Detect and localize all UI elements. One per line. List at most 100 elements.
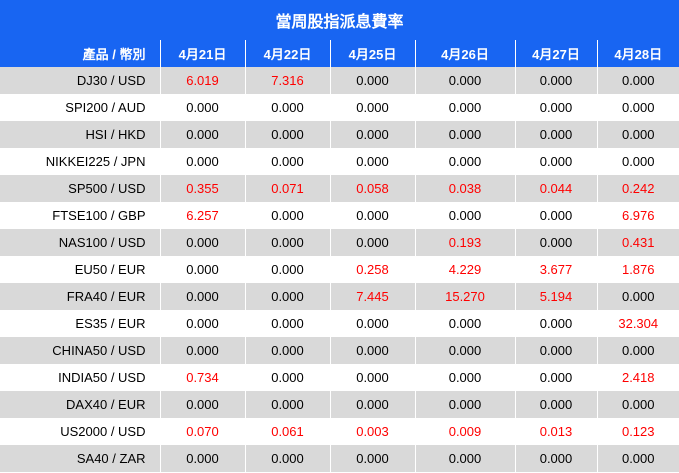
rate-cell: 0.000 [244,256,330,283]
rate-cell: 0.258 [329,256,415,283]
table-row: NAS100 / USD 0.000 0.000 0.000 0.193 0.000 0.4… [0,229,679,256]
rate-cell: 0.038 [414,175,515,202]
product-cell: ES35 / EUR [0,310,160,337]
column-header-date: 4月21日 [159,40,245,67]
table-row: FRA40 / EUR 0.000 0.000 7.445 15.270 5.194 0.0… [0,283,679,310]
rate-cell: 0.000 [159,445,245,472]
rate-cell: 0.000 [159,229,245,256]
rate-cell: 0.000 [244,229,330,256]
rate-cell: 0.000 [329,94,415,121]
header-row: 產品 / 幣別 4月21日 4月22日 4月25日 4月26日 4月27日 4月… [0,40,679,67]
rate-cell: 7.445 [329,283,415,310]
table-row: CHINA50 / USD 0.000 0.000 0.000 0.000 0.000 0.… [0,337,679,364]
rate-cell: 0.242 [596,175,679,202]
table-title: 當周股指派息費率 [0,0,679,40]
rate-cell: 0.000 [244,364,330,391]
rate-cell: 0.000 [514,391,597,418]
rate-cell: 0.000 [244,121,330,148]
rate-cell: 0.058 [329,175,415,202]
rate-cell: 0.000 [414,121,515,148]
rate-cell: 0.000 [159,310,245,337]
rate-cell: 0.000 [329,229,415,256]
table-row: FTSE100 / GBP 6.257 0.000 0.000 0.000 0.000 6.… [0,202,679,229]
rate-cell: 0.070 [159,418,245,445]
product-cell: HSI / HKD [0,121,160,148]
rate-cell: 0.000 [596,445,679,472]
rate-cell: 5.194 [514,283,597,310]
product-cell: NAS100 / USD [0,229,160,256]
column-header-date: 4月27日 [514,40,597,67]
rate-cell: 0.000 [596,337,679,364]
product-cell: SA40 / ZAR [0,445,160,472]
rate-cell: 0.000 [414,337,515,364]
rate-cell: 0.000 [159,283,245,310]
product-cell: FRA40 / EUR [0,283,160,310]
table-row: SPI200 / AUD 0.000 0.000 0.000 0.000 0.000 0.0… [0,94,679,121]
rate-cell: 0.000 [414,94,515,121]
rate-cell: 0.000 [414,391,515,418]
rate-cell: 0.000 [514,337,597,364]
rate-cell: 0.000 [244,391,330,418]
product-cell: US2000 / USD [0,418,160,445]
rate-cell: 0.013 [514,418,597,445]
rate-cell: 0.000 [414,148,515,175]
rate-cell: 0.000 [414,310,515,337]
rate-cell: 0.000 [329,310,415,337]
rate-cell: 0.000 [159,148,245,175]
rate-cell: 0.000 [514,94,597,121]
rate-cell: 0.071 [244,175,330,202]
rate-cell: 0.000 [514,310,597,337]
table-row: DJ30 / USD 6.019 7.316 0.000 0.000 0.000 0.000 [0,67,679,94]
rate-cell: 0.000 [244,445,330,472]
rate-cell: 0.000 [596,94,679,121]
rate-cell: 0.355 [159,175,245,202]
rate-cell: 0.000 [159,337,245,364]
column-header-product: 產品 / 幣別 [0,40,160,67]
rate-cell: 0.000 [244,283,330,310]
table-row: US2000 / USD 0.070 0.061 0.003 0.009 0.013 0.1… [0,418,679,445]
product-cell: INDIA50 / USD [0,364,160,391]
rate-cell: 0.000 [329,121,415,148]
rate-cell: 0.000 [596,391,679,418]
rate-cell: 0.000 [329,67,415,94]
rate-cell: 6.257 [159,202,245,229]
product-cell: NIKKEI225 / JPN [0,148,160,175]
rate-cell: 2.418 [596,364,679,391]
rate-cell: 0.000 [514,364,597,391]
rate-cell: 1.876 [596,256,679,283]
rate-cell: 0.000 [244,148,330,175]
rate-cell: 0.000 [414,364,515,391]
rate-cell: 0.000 [329,148,415,175]
rate-cell: 0.000 [514,202,597,229]
product-cell: SPI200 / AUD [0,94,160,121]
rate-cell: 0.000 [414,67,515,94]
product-cell: CHINA50 / USD [0,337,160,364]
product-cell: EU50 / EUR [0,256,160,283]
dividend-rate-table: 產品 / 幣別 4月21日 4月22日 4月25日 4月26日 4月27日 4月… [0,40,679,472]
rate-cell: 0.000 [159,121,245,148]
rate-cell: 0.044 [514,175,597,202]
rate-cell: 0.000 [514,445,597,472]
rate-cell: 3.677 [514,256,597,283]
table-row: SP500 / USD 0.355 0.071 0.058 0.038 0.044 0.24… [0,175,679,202]
rate-cell: 0.000 [514,121,597,148]
rate-cell: 0.000 [514,148,597,175]
rate-cell: 0.000 [244,94,330,121]
rate-cell: 15.270 [414,283,515,310]
rate-cell: 0.000 [159,94,245,121]
table-row: SA40 / ZAR 0.000 0.000 0.000 0.000 0.000 0.000 [0,445,679,472]
rate-cell: 0.000 [596,121,679,148]
rate-cell: 0.000 [244,337,330,364]
rate-cell: 0.003 [329,418,415,445]
column-header-date: 4月25日 [329,40,415,67]
table-row: NIKKEI225 / JPN 0.000 0.000 0.000 0.000 0.000… [0,148,679,175]
table-row: INDIA50 / USD 0.734 0.000 0.000 0.000 0.000 2.… [0,364,679,391]
rate-cell: 0.009 [414,418,515,445]
rate-cell: 0.000 [514,67,597,94]
column-header-date: 4月22日 [244,40,330,67]
table-body: DJ30 / USD 6.019 7.316 0.000 0.000 0.000 0.000… [0,67,679,472]
column-header-date: 4月26日 [414,40,515,67]
rate-cell: 0.000 [596,67,679,94]
table-row: EU50 / EUR 0.000 0.000 0.258 4.229 3.677 1.876 [0,256,679,283]
